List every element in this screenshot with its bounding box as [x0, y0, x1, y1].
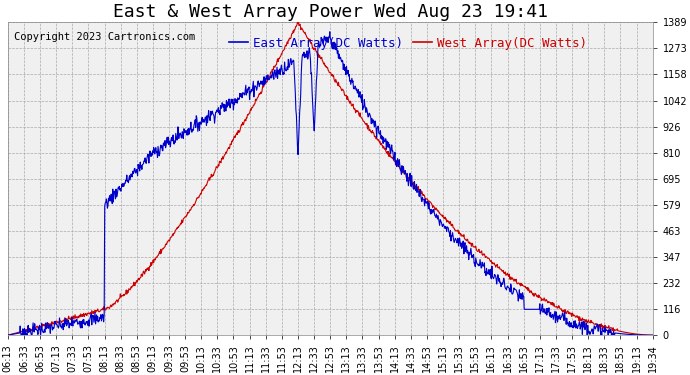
Text: Copyright 2023 Cartronics.com: Copyright 2023 Cartronics.com: [14, 32, 195, 42]
Title: East & West Array Power Wed Aug 23 19:41: East & West Array Power Wed Aug 23 19:41: [113, 3, 548, 21]
Legend: East Array(DC Watts), West Array(DC Watts): East Array(DC Watts), West Array(DC Watt…: [224, 32, 592, 55]
